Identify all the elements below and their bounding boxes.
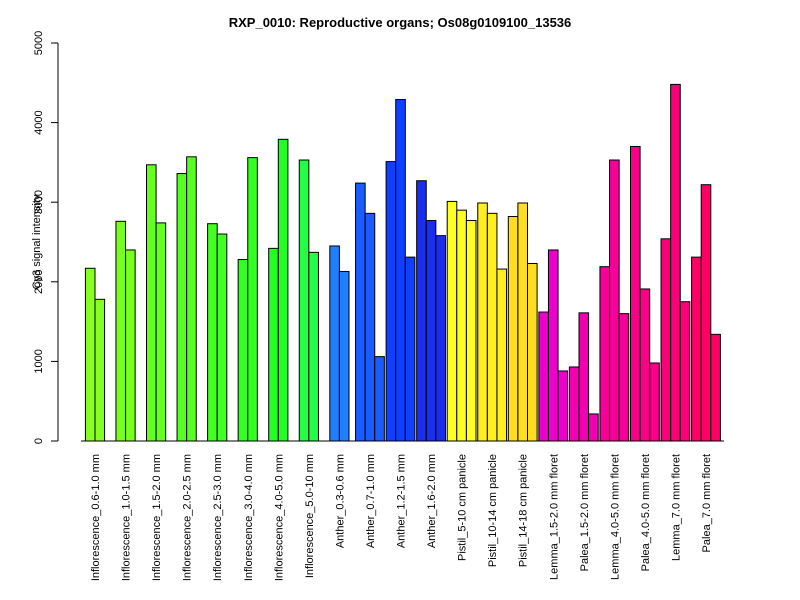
y-tick-label: 3000 — [33, 190, 45, 214]
x-tick-label: Inflorescence_2.0-2.5 mm — [182, 454, 194, 581]
bar — [277, 138, 289, 442]
bar — [547, 249, 559, 442]
bar — [395, 99, 406, 442]
bar — [660, 238, 672, 442]
bar — [568, 366, 580, 442]
bar — [125, 249, 136, 442]
bar — [237, 259, 249, 442]
bar — [298, 159, 310, 442]
bars-group — [84, 83, 721, 442]
bar — [374, 356, 385, 442]
bar — [155, 222, 167, 442]
x-tick-label: Anther_1.2-1.5 mm — [396, 454, 408, 548]
bar — [385, 161, 397, 442]
bar — [700, 184, 712, 442]
x-tick-label: Inflorescence_1.5-2.0 mm — [151, 454, 163, 581]
bar — [84, 267, 96, 442]
bar — [268, 247, 279, 442]
bar — [557, 370, 569, 442]
x-tick-label: Palea_4.0-5.0 mm floret — [640, 454, 652, 571]
bar — [216, 233, 228, 442]
bar — [425, 220, 437, 442]
x-tick-label: Inflorescence_5.0-10 mm — [304, 454, 316, 578]
x-tick-label: Pistil_5-10 cm panicle — [457, 454, 469, 561]
bar — [115, 220, 127, 442]
x-tick-label: Inflorescence_4.0-5.0 mm — [273, 454, 285, 581]
bar — [338, 270, 350, 442]
bar — [609, 159, 620, 442]
x-tick-label: Inflorescence_0.6-1.0 mm — [90, 454, 102, 581]
bar — [710, 333, 721, 442]
x-tick-label: Palea_1.5-2.0 mm floret — [579, 454, 591, 571]
bar — [146, 164, 157, 442]
bar — [308, 251, 319, 442]
chart-title: RXP_0010: Reproductive organs; Os08g0109… — [229, 15, 572, 30]
bar — [639, 288, 651, 442]
x-tick-label: Inflorescence_1.0-1.5 mm — [121, 454, 133, 581]
y-axis-label: Cy3 signal intensity — [31, 194, 43, 289]
bar — [435, 235, 446, 442]
x-tick-label: Inflorescence_3.0-4.0 mm — [243, 454, 255, 581]
bar — [416, 180, 427, 442]
x-tick-labels: Inflorescence_0.6-1.0 mm Inflorescence_1.… — [90, 454, 713, 581]
bar — [599, 266, 611, 442]
x-tick-label: Pistil_14-18 cm panicle — [518, 454, 530, 567]
y-tick-label: 0 — [33, 438, 45, 444]
bar — [486, 212, 498, 442]
bar — [691, 256, 702, 442]
x-tick-label: Lemma_7.0 mm floret — [670, 454, 682, 561]
bar — [207, 223, 218, 442]
y-tick-label: 2000 — [33, 270, 45, 294]
bar — [538, 311, 549, 442]
bar — [477, 202, 488, 442]
bar — [630, 145, 641, 442]
bar — [176, 173, 188, 442]
y-tick-label: 1000 — [33, 349, 45, 373]
bar — [588, 413, 599, 442]
x-tick-label: Anther_0.3-0.6 mm — [334, 454, 346, 548]
x-tick-label: Anther_1.6-2.0 mm — [426, 454, 438, 548]
bar — [517, 202, 529, 442]
bar — [507, 216, 519, 442]
y-tick-label: 4000 — [33, 110, 45, 134]
bar — [679, 301, 691, 442]
x-tick-label: Lemma_1.5-2.0 mm floret — [548, 454, 560, 580]
bar — [670, 83, 681, 442]
bar — [247, 157, 258, 442]
bar — [618, 313, 630, 442]
bar — [578, 312, 590, 442]
bar — [465, 220, 477, 442]
bar — [404, 256, 416, 442]
bar — [364, 212, 376, 442]
bar — [496, 268, 508, 442]
y-axis: 0 1000 2000 3000 4000 5000 — [33, 31, 59, 444]
y-tick-label: 5000 — [33, 31, 45, 55]
x-tick-label: Pistil_10-14 cm panicle — [487, 454, 499, 567]
bar — [446, 200, 458, 442]
x-tick-label: Lemma_4.0-5.0 mm floret — [609, 454, 621, 580]
bar — [527, 262, 538, 442]
bar — [186, 156, 197, 442]
bar — [456, 209, 467, 442]
bar — [649, 362, 660, 442]
x-tick-label: Inflorescence_2.5-3.0 mm — [212, 454, 224, 581]
x-tick-label: Anther_0.7-1.0 mm — [365, 454, 377, 548]
bar — [94, 298, 106, 442]
bar — [329, 245, 340, 442]
bar — [355, 182, 366, 442]
x-tick-label: Palea_7.0 mm floret — [701, 454, 713, 552]
